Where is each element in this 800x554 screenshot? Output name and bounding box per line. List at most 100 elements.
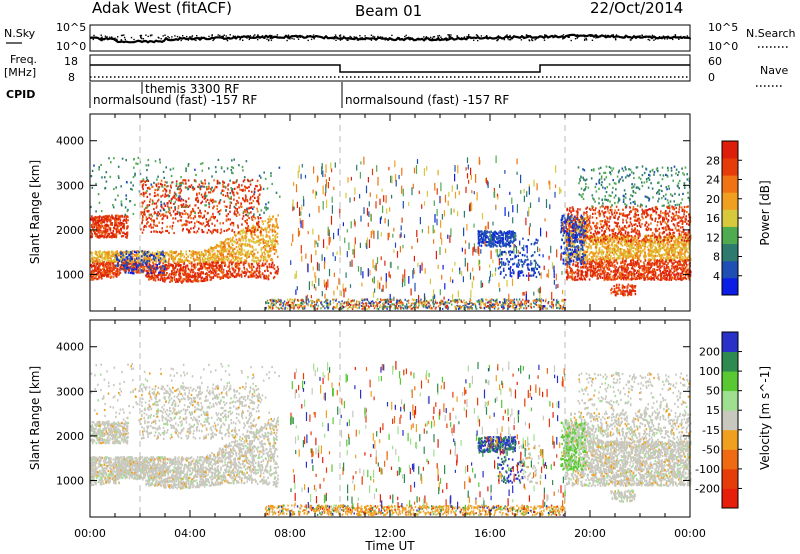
scatter-cell [211, 201, 214, 204]
scatter-cell [221, 258, 223, 261]
scatter-cell [116, 214, 119, 217]
freq-label-line2: [MHz] [4, 66, 36, 79]
scatter-cell [171, 252, 173, 255]
scatter-cell [171, 263, 173, 266]
scatter-cell [177, 207, 180, 210]
scatter-cell [97, 271, 99, 275]
scatter-cell [165, 268, 168, 271]
scatter-cell [200, 162, 202, 165]
scatter-cell [175, 265, 177, 268]
scatter-cell [212, 275, 215, 279]
scatter-cell [113, 268, 115, 271]
scatter-cell [104, 176, 106, 179]
scatter-cell [163, 280, 166, 283]
scatter-cell [187, 187, 190, 190]
scatter-cell [604, 260, 606, 264]
scatter-cell [108, 261, 110, 264]
scatter-cell [226, 270, 228, 273]
scatter-cell [146, 179, 149, 182]
scatter-cell [174, 274, 176, 277]
scatter-cell [130, 250, 132, 253]
scatter-cell [248, 202, 251, 205]
scatter-cell [161, 194, 164, 197]
scatter-cell [217, 261, 219, 264]
scatter-cell [219, 182, 221, 185]
scatter-cell [260, 255, 263, 259]
scatter-cell [201, 162, 204, 165]
scatter-cell [141, 265, 144, 268]
scatter-cell [264, 256, 267, 259]
scatter-cell [177, 280, 179, 283]
nsearch-point [106, 36, 108, 38]
scatter-cell [246, 256, 248, 259]
nsearch-point [680, 37, 682, 39]
scatter-cell [116, 267, 119, 270]
scatter-cell [182, 272, 184, 275]
scatter-cell [109, 264, 112, 267]
scatter-cell [133, 166, 135, 169]
scatter-cell [154, 211, 156, 215]
cpid-segment-themis: themis 3300 RF [145, 82, 239, 96]
scatter-cell [98, 201, 101, 204]
scatter-cell [104, 250, 106, 253]
scatter-cell [182, 212, 184, 216]
scatter-cell [227, 188, 229, 191]
scatter-cell [226, 237, 228, 241]
scatter-cell [185, 219, 187, 223]
scatter-cell [262, 242, 265, 245]
scatter-cell [209, 256, 212, 259]
scatter-cell [145, 216, 148, 219]
scatter-cell [595, 265, 597, 268]
noise-traces [89, 33, 691, 44]
scatter-cell [200, 279, 202, 283]
scatter-cell [171, 257, 173, 260]
scatter-cell [256, 185, 258, 188]
scatter-cell [219, 277, 222, 280]
scatter-cell [154, 252, 157, 255]
scatter-cell [204, 179, 206, 182]
scatter-cell [613, 256, 616, 259]
scatter-cell [239, 232, 242, 235]
scatter-cell [188, 275, 191, 278]
scatter-cell [213, 216, 215, 219]
scatter-cell [207, 266, 210, 269]
scatter-cell [267, 278, 270, 281]
scatter-cell [109, 273, 111, 276]
nsearch-point [257, 38, 259, 41]
scatter-cell [122, 262, 125, 266]
scatter-cell [178, 258, 181, 261]
scatter-cell [117, 258, 120, 261]
scatter-cell [153, 274, 156, 277]
nsearch-point [264, 37, 266, 39]
scatter-cell [151, 273, 153, 276]
scatter-cell [233, 252, 235, 255]
scatter-cell [203, 215, 205, 218]
scatter-cell [147, 255, 150, 259]
scatter-cell [113, 254, 115, 257]
scatter-cell [182, 253, 184, 256]
scatter-cell [245, 273, 247, 276]
scatter-cell [108, 262, 111, 266]
scatter-cell [180, 260, 182, 263]
nsearch-point [276, 34, 279, 36]
scatter-cell [201, 253, 203, 256]
nsearch-point [578, 35, 580, 37]
nsearch-point [355, 36, 358, 39]
scatter-cell [98, 271, 100, 274]
scatter-cell [179, 212, 182, 215]
scatter-cell [260, 232, 262, 235]
scatter-cell [103, 269, 105, 272]
scatter-cell [264, 177, 267, 180]
nsearch-point [171, 36, 173, 38]
scatter-cell [229, 210, 231, 213]
scatter-cell [160, 277, 162, 280]
scatter-cell [116, 273, 119, 276]
scatter-cell [95, 274, 97, 277]
scatter-cell [241, 250, 243, 253]
scatter-cell [267, 256, 270, 259]
scatter-cell [182, 203, 185, 206]
scatter-cell [156, 178, 158, 181]
scatter-cell [206, 263, 209, 266]
scatter-cell [155, 202, 157, 205]
scatter-cell [90, 260, 93, 263]
